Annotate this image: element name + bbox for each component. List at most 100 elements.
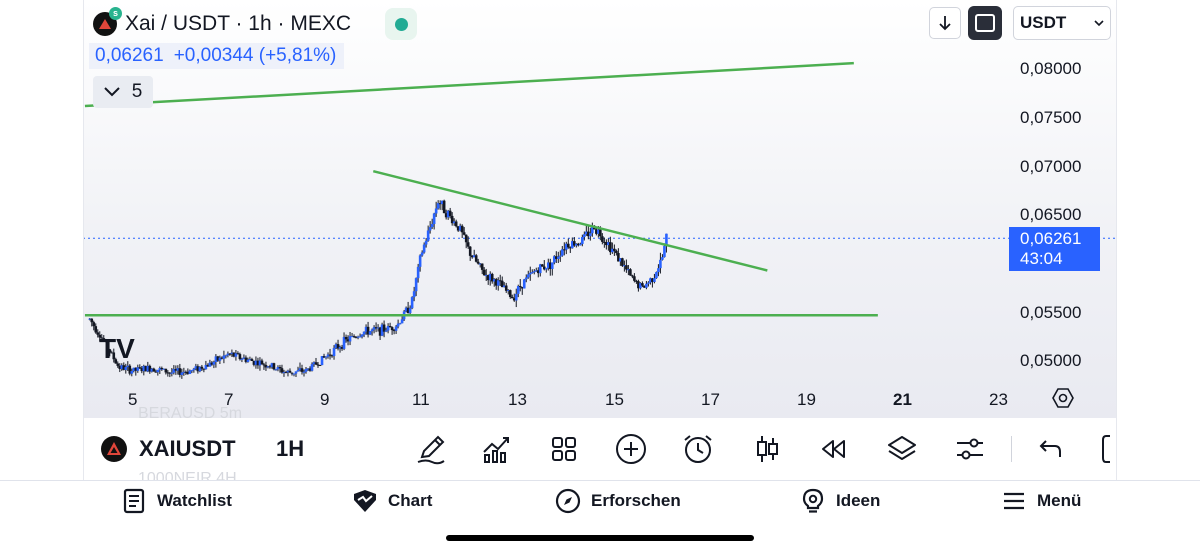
candle-down (567, 243, 570, 248)
candle-up (334, 344, 338, 348)
candle-up (516, 286, 520, 294)
candle-up (418, 255, 422, 267)
candle-up (492, 279, 496, 282)
market-status-indicator[interactable] (385, 8, 417, 40)
current-price: 0,06261 (1020, 229, 1082, 248)
candle-down (138, 367, 142, 369)
candle-up (136, 367, 140, 371)
candle-down (308, 368, 312, 371)
candle-down (444, 213, 448, 218)
candle-down (216, 356, 220, 361)
candle-down (454, 221, 458, 227)
candle-down (498, 280, 502, 282)
candle-down (322, 356, 326, 358)
nav-watchlist[interactable]: Watchlist (121, 488, 232, 514)
candle-up (302, 371, 306, 373)
candle-down (272, 363, 276, 370)
price-axis-label: 0,07500 (1020, 108, 1082, 127)
candle-down (605, 242, 608, 246)
add-button[interactable] (614, 432, 648, 466)
symbol-selector[interactable]: XAIUSDT (101, 436, 236, 462)
candle-up (478, 263, 482, 265)
candle-down (510, 296, 514, 299)
candle-down (164, 368, 168, 373)
candle-up (342, 336, 346, 349)
candle-down (196, 366, 200, 372)
candle-down (562, 249, 566, 251)
candle-up (222, 355, 226, 359)
candle-down (128, 365, 132, 374)
pane-right-edge (1116, 0, 1117, 480)
nav-ideas[interactable]: Ideen (800, 488, 880, 514)
trendline (372, 169, 768, 272)
candle-up (194, 366, 198, 369)
candle-down (140, 368, 144, 372)
nav-menu[interactable]: Menü (1001, 488, 1081, 514)
candle-up (304, 369, 308, 372)
price-chart[interactable]: TV (83, 0, 1117, 418)
candle-up (254, 360, 258, 365)
nav-watchlist-label: Watchlist (157, 491, 232, 510)
nav-chart[interactable]: Chart (352, 488, 432, 514)
layout-button[interactable] (547, 432, 581, 466)
candle-down (336, 344, 340, 349)
chart-settings-icon[interactable] (1052, 387, 1074, 409)
currency-value: USDT (1020, 13, 1067, 32)
candle-up (332, 347, 336, 357)
candle-up (310, 364, 314, 371)
chart-legend[interactable]: s Xai / USDT · 1h · MEXC (93, 7, 351, 39)
candle-up (298, 368, 302, 371)
candle-up (410, 297, 414, 309)
candle-up (286, 370, 290, 373)
indicators-button[interactable] (480, 432, 514, 466)
candle-up (172, 368, 176, 373)
candle-up (400, 319, 404, 324)
nav-chart-label: Chart (388, 491, 433, 510)
candle-down (573, 241, 576, 246)
currency-select[interactable]: USDT (1013, 6, 1111, 40)
chart-pane[interactable]: TV (83, 0, 1117, 418)
candle-up (408, 308, 412, 314)
candle-up (326, 354, 330, 357)
scroll-down-button[interactable] (929, 7, 961, 39)
undo-button[interactable] (1032, 432, 1066, 466)
candle-down (442, 200, 446, 214)
candle-down (110, 352, 114, 354)
candle-down (641, 283, 644, 286)
candle-down (629, 269, 632, 276)
left-margin (0, 0, 83, 480)
time-axis-label: 9 (320, 390, 330, 409)
time-axis-label: 17 (701, 390, 720, 409)
candle-up (434, 208, 438, 214)
chart-type-button[interactable] (750, 432, 784, 466)
indicators-toggle-button[interactable]: 5 (93, 76, 153, 108)
watchlist-icon (123, 488, 145, 514)
candle-down (609, 242, 612, 253)
candle-down (104, 340, 108, 342)
xai-logo-icon (101, 436, 127, 462)
candle-up (440, 200, 444, 205)
replay-button[interactable] (817, 432, 851, 466)
drawing-tool-button[interactable] (414, 432, 448, 466)
candle-up (226, 353, 230, 356)
redo-button[interactable] (1098, 432, 1118, 466)
candle-up (224, 355, 228, 357)
fullscreen-button[interactable] (968, 6, 1002, 40)
price-change: +0,00344 (+5,81%) (173, 45, 337, 66)
candle-down (122, 365, 126, 370)
time-axis-label: 21 (893, 390, 912, 409)
candle-up (506, 290, 510, 292)
candle-down (260, 360, 264, 365)
nav-explore[interactable]: Erforschen (555, 488, 681, 514)
candle-down (548, 262, 552, 269)
candle-down (621, 258, 624, 266)
alert-button[interactable] (681, 432, 715, 466)
interval-selector[interactable]: 1H (276, 436, 305, 461)
candle-down (374, 327, 378, 329)
candle-up (258, 360, 262, 366)
symbol-title[interactable]: Xai / USDT · 1h · MEXC (125, 12, 351, 35)
settings-button[interactable] (953, 432, 987, 466)
candle-up (338, 346, 342, 349)
candle-down (344, 336, 348, 340)
layers-button[interactable] (885, 432, 919, 466)
